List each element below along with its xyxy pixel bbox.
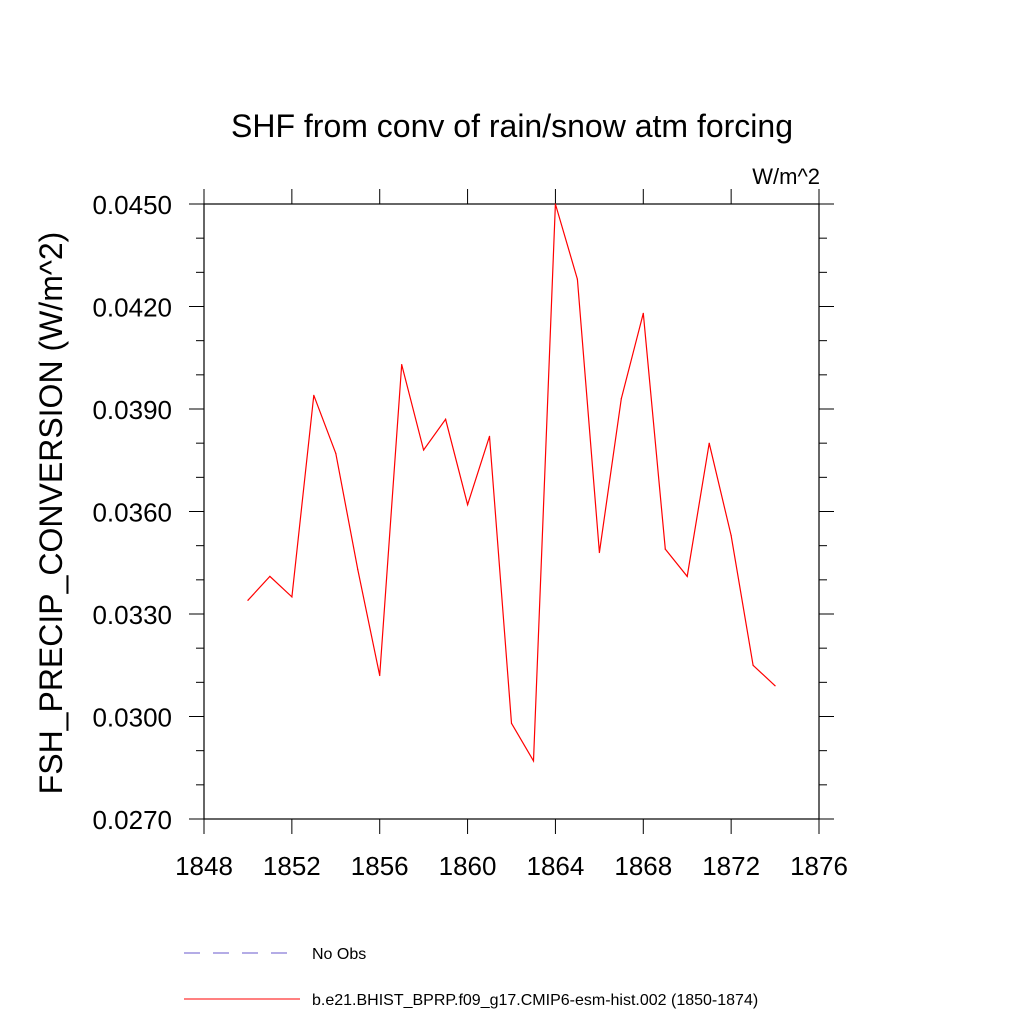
data-point	[642, 312, 644, 314]
data-point	[247, 599, 249, 601]
y-tick-label: 0.0300	[92, 703, 172, 733]
data-point	[752, 664, 754, 666]
x-tick-label: 1848	[175, 851, 233, 881]
data-point	[269, 575, 271, 578]
legend: No Obs b.e21.BHIST_BPRP.f09_g17.CMIP6-es…	[184, 946, 758, 1009]
data-point	[445, 418, 447, 420]
data-points	[247, 203, 776, 762]
chart-title: SHF from conv of rain/snow atm forcing	[231, 108, 793, 144]
units-label: W/m^2	[752, 164, 820, 189]
y-tick-label: 0.0450	[92, 190, 172, 220]
data-point	[488, 435, 491, 437]
data-point	[664, 548, 666, 550]
x-tick-label: 1872	[702, 851, 760, 881]
x-tick-label: 1852	[263, 851, 321, 881]
x-tick-label: 1876	[790, 851, 848, 881]
data-point	[554, 203, 557, 205]
x-tick-label: 1868	[614, 851, 672, 881]
data-point	[686, 575, 688, 578]
data-point	[620, 398, 622, 400]
plot-frame	[203, 203, 820, 820]
x-tick-labels: 1848 1852 1856 1860 1864 1868 1872 1876	[175, 851, 848, 881]
data-point	[357, 568, 359, 571]
y-tick-labels: 0.0270 0.0300 0.0330 0.0360 0.0390 0.0420 0.04…	[92, 190, 172, 835]
axis-ticks	[189, 189, 834, 834]
data-point	[510, 722, 513, 724]
x-tick-label: 1856	[351, 851, 409, 881]
legend-label-no-obs: No Obs	[312, 946, 366, 963]
series-line	[247, 203, 776, 763]
data-point	[313, 394, 315, 396]
data-point	[598, 551, 600, 554]
x-tick-label: 1860	[439, 851, 497, 881]
data-point	[335, 452, 337, 455]
data-point	[401, 363, 403, 366]
x-tick-label: 1864	[527, 851, 585, 881]
y-tick-label: 0.0270	[92, 805, 172, 835]
y-tick-label: 0.0420	[92, 293, 172, 323]
data-point	[379, 674, 381, 677]
data-point	[708, 442, 710, 444]
y-axis-label: FSH_PRECIP_CONVERSION (W/m^2)	[33, 232, 69, 795]
y-tick-label: 0.0390	[92, 395, 172, 425]
legend-label-model: b.e21.BHIST_BPRP.f09_g17.CMIP6-esm-hist.…	[312, 992, 758, 1009]
data-point	[423, 449, 425, 451]
data-point	[730, 534, 732, 537]
data-point	[532, 760, 535, 762]
data-point	[774, 685, 776, 687]
y-tick-label: 0.0360	[92, 498, 172, 528]
y-tick-label: 0.0330	[92, 600, 172, 630]
data-point	[466, 504, 469, 506]
data-point	[291, 596, 293, 598]
data-point	[576, 278, 578, 280]
